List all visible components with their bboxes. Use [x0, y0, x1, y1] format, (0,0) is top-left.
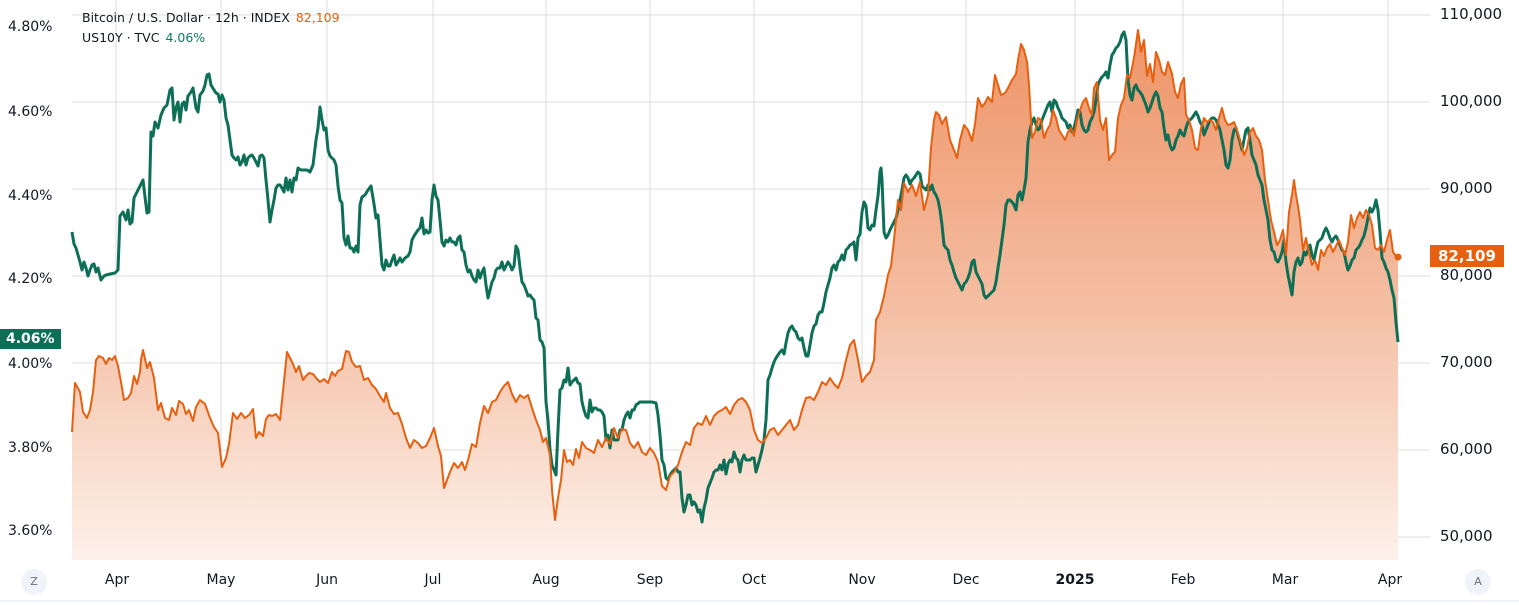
right-axis-tick: 80,000: [1440, 266, 1493, 284]
x-axis-label: Oct: [741, 572, 767, 588]
legend-us10y[interactable]: US10Y · TVC 4.06%: [82, 28, 340, 48]
right-axis-tick: 60,000: [1440, 440, 1493, 458]
btc-area-fill: [72, 30, 1398, 560]
legend-btc-label: Bitcoin / U.S. Dollar · 12h · INDEX: [82, 10, 290, 25]
bottom-border: [0, 600, 1519, 602]
left-axis-tick: 3.80%: [8, 440, 53, 456]
legend-btc[interactable]: Bitcoin / U.S. Dollar · 12h · INDEX 82,10…: [82, 8, 340, 28]
legend-btc-value: 82,109: [295, 10, 340, 25]
left-axis-tick: 4.80%: [8, 19, 53, 35]
right-axis-tick: 70,000: [1440, 353, 1493, 371]
left-axis-tick: 4.40%: [8, 188, 53, 204]
x-axis-label: Sep: [636, 572, 664, 588]
x-axis-label: Jul: [424, 572, 442, 588]
zoom-reset-button[interactable]: Z: [21, 569, 47, 595]
us10y-price-badge: 4.06%: [0, 329, 61, 349]
x-axis-label: Apr: [104, 572, 130, 588]
left-axis-tick: 4.60%: [8, 104, 53, 120]
x-axis-label: Nov: [848, 572, 876, 588]
chart-legend: Bitcoin / U.S. Dollar · 12h · INDEX 82,10…: [82, 8, 340, 48]
legend-us10y-value: 4.06%: [165, 30, 206, 45]
right-axis-tick: 50,000: [1440, 527, 1493, 545]
x-axis-label: Dec: [952, 572, 980, 588]
right-axis-tick: 90,000: [1440, 179, 1493, 197]
us10y-line: [70, 30, 1400, 524]
btc-line: [71, 29, 1399, 521]
left-axis-tick: 4.20%: [8, 271, 53, 287]
x-axis-label: Jun: [316, 572, 338, 588]
x-axis-label: Feb: [1170, 572, 1196, 588]
btc-price-badge: 82,109: [1430, 245, 1504, 267]
left-axis-tick: 4.00%: [8, 356, 53, 372]
x-axis-label: Aug: [532, 572, 560, 588]
x-axis-label: May: [206, 572, 236, 588]
legend-us10y-label: US10Y · TVC: [82, 30, 160, 45]
auto-scale-button[interactable]: A: [1465, 569, 1491, 595]
right-axis-tick: 100,000: [1440, 92, 1503, 110]
x-axis-label-year: 2025: [1055, 572, 1095, 588]
left-axis-tick: 3.60%: [8, 523, 53, 539]
btc-last-point-marker: [1394, 253, 1402, 261]
right-axis-tick: 110,000: [1440, 5, 1503, 23]
x-axis-label: Mar: [1271, 572, 1299, 588]
x-axis-label: Apr: [1377, 572, 1403, 588]
